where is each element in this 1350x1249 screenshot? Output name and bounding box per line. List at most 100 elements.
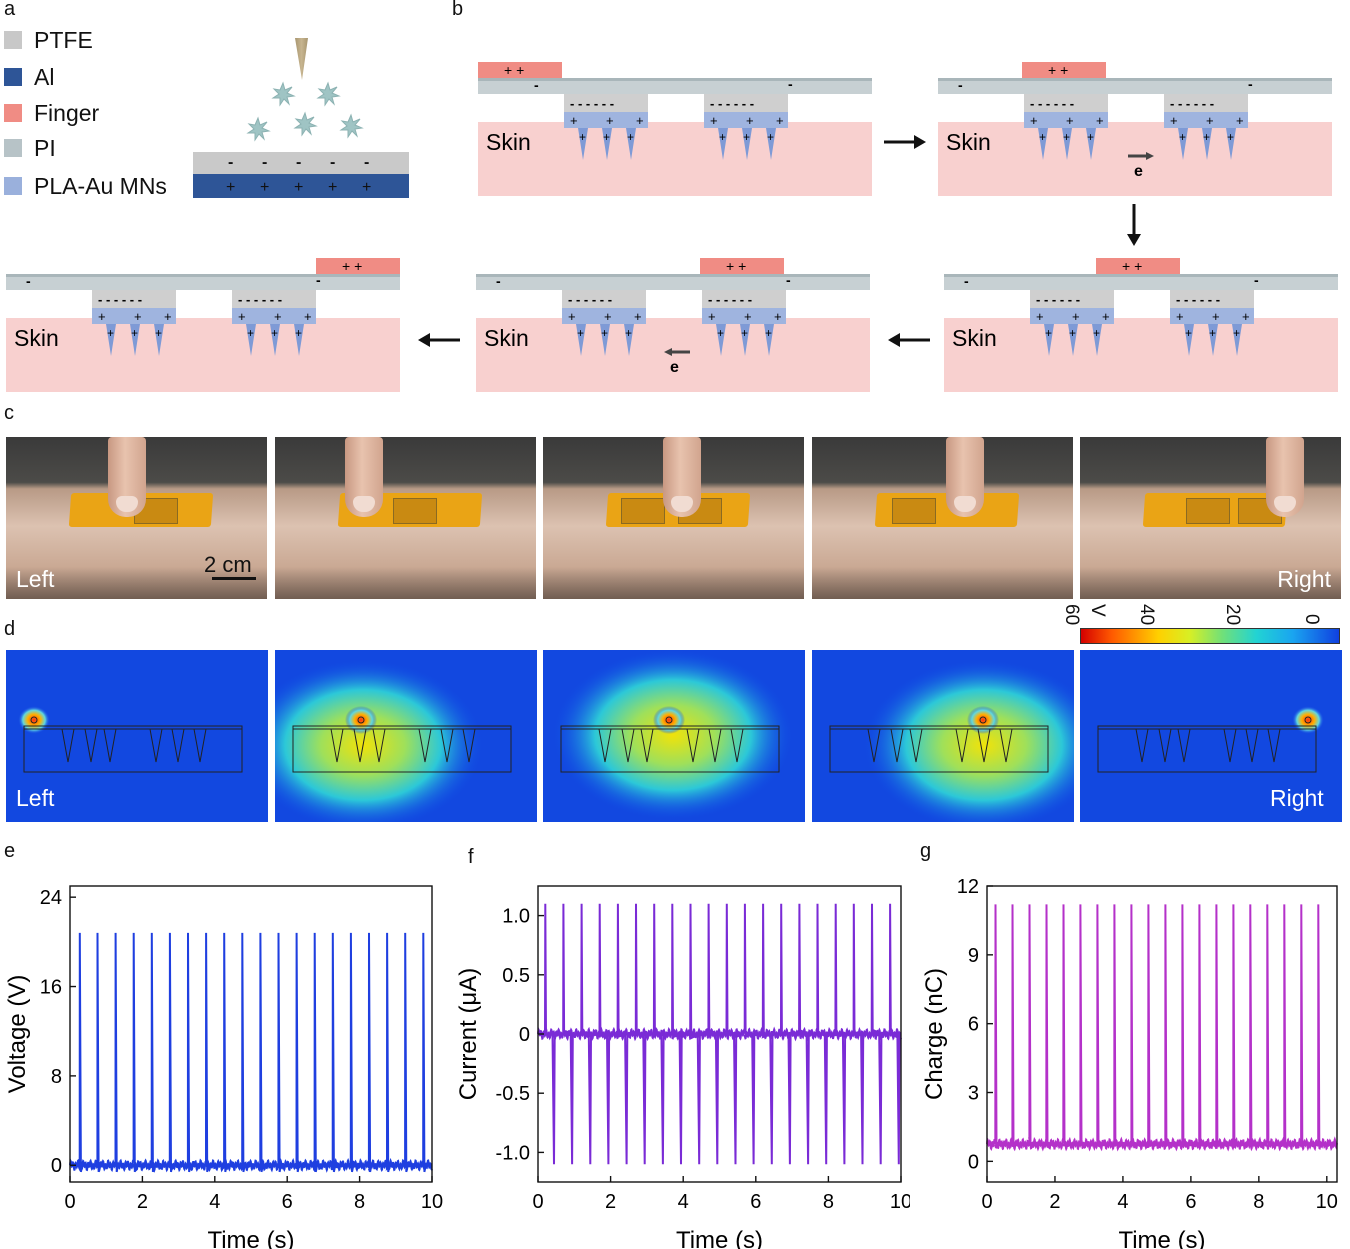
pi-film — [478, 78, 872, 94]
skin-outline — [1097, 725, 1317, 773]
x-tick-label: 8 — [354, 1191, 365, 1213]
mn-charge: + — [1209, 326, 1216, 340]
mn-charge: + — [1203, 130, 1210, 144]
photo-finger-pos4 — [812, 437, 1073, 599]
photo-finger-left: Left 2 cm — [6, 437, 267, 599]
y-tick-label: 9 — [968, 945, 979, 967]
pi-charge: - — [26, 273, 31, 289]
ptfe-charges: - - - - - - — [710, 96, 754, 111]
x-tick-label: 8 — [823, 1191, 834, 1213]
mn-base — [704, 112, 788, 128]
skin-layer — [938, 122, 1332, 196]
mn-charge: + — [155, 326, 162, 340]
particles — [246, 81, 364, 142]
finger-charges: + + — [342, 258, 362, 274]
microneedle — [600, 324, 610, 356]
mn-charge: + — [134, 309, 142, 324]
needle-outline — [193, 728, 207, 763]
finger-charges: + + — [726, 258, 746, 274]
legend-al: Al — [4, 64, 54, 90]
x-tick-label: 0 — [64, 1191, 75, 1213]
needle-outline — [372, 728, 386, 763]
pi-charge: - — [1254, 272, 1259, 288]
ptfe-pad — [1030, 290, 1114, 308]
mn-charge: + — [601, 326, 608, 340]
microneedle — [154, 324, 164, 356]
y-tick-label: 0.5 — [502, 965, 530, 987]
microneedle — [740, 324, 750, 356]
mn-charge: + — [1063, 130, 1070, 144]
colorbar-tick-20: 20 — [1222, 604, 1243, 626]
y-tick-label: 6 — [968, 1014, 979, 1036]
mn-charge: + — [1072, 309, 1080, 324]
needle-outline — [867, 728, 881, 763]
mn-charge: + — [570, 113, 578, 128]
mn-charge: + — [1045, 326, 1052, 340]
legend-swatch — [4, 31, 22, 49]
mn-charge: + — [1179, 130, 1186, 144]
ptfe-pad — [702, 290, 786, 308]
pi-charge: - — [964, 273, 969, 289]
ptfe-pad — [1164, 94, 1248, 112]
finger-potential — [1292, 706, 1324, 734]
svg-text:+: + — [260, 179, 269, 196]
potential-field — [553, 650, 793, 820]
microneedle — [1226, 128, 1236, 160]
pi-charge: - — [1248, 76, 1253, 92]
y-tick-label: 0 — [51, 1155, 62, 1177]
scale-bar-label: 2 cm — [204, 552, 252, 577]
y-tick-label: -0.5 — [496, 1083, 530, 1105]
mn-charge: + — [131, 326, 138, 340]
svg-text:-: - — [296, 154, 301, 171]
mn-charge: + — [1212, 309, 1220, 324]
pi-film — [476, 274, 870, 290]
mn-charge: + — [603, 130, 610, 144]
mn-charge: + — [271, 326, 278, 340]
microneedle — [246, 324, 256, 356]
mn-charge: + — [107, 326, 114, 340]
panel-label-g: g — [920, 840, 932, 862]
skin-label: Skin — [946, 129, 991, 155]
mn-charge: + — [634, 309, 642, 324]
x-tick-label: 10 — [1316, 1191, 1338, 1213]
legend-swatch — [4, 104, 22, 122]
finger-potential — [653, 706, 685, 734]
photo-label-left: Left — [16, 566, 55, 592]
mn-charge: + — [1039, 130, 1046, 144]
arrow-left-icon — [888, 333, 930, 347]
mn-charge: + — [1227, 130, 1234, 144]
electron-flow-left: e — [664, 348, 690, 376]
needle-outline — [1267, 728, 1281, 763]
chart-charge: 0 2 4 6 8 10 0 3 6 9 12 Time (s) Charge (nC) — [921, 876, 1338, 1249]
microneedle — [718, 128, 728, 160]
pi-charge: - — [958, 77, 963, 93]
mn-charge: + — [1170, 113, 1178, 128]
microneedle — [1044, 324, 1054, 356]
mn-charge: + — [1066, 113, 1074, 128]
y-axis-label: Voltage (V) — [4, 975, 31, 1094]
pi-charge: - — [316, 272, 321, 288]
mn-base — [1164, 112, 1248, 128]
pi-film — [938, 78, 1332, 94]
diagram-step-1: + +- -- - - - - -+ + ++ + +- - - - - -+ + ++ + +S… — [478, 62, 872, 196]
needle-outline — [909, 728, 923, 763]
svg-text:+: + — [226, 179, 235, 196]
skin-outline — [292, 725, 512, 773]
mn-charge: + — [606, 113, 614, 128]
legend-pi: PI — [4, 135, 56, 161]
needle-outline — [353, 728, 367, 763]
svg-text:-: - — [364, 154, 369, 171]
needle-outline — [1245, 728, 1259, 763]
microneedle — [576, 324, 586, 356]
needle-outline — [890, 728, 904, 763]
x-axis-label: Time (s) — [1118, 1227, 1205, 1249]
ptfe-pad — [1170, 290, 1254, 308]
skin-label: Skin — [486, 129, 531, 155]
electron-label: e — [670, 359, 679, 376]
al-layer — [193, 174, 409, 198]
svg-text:+: + — [362, 179, 371, 196]
diagram-step-5: + +- -- - - - - -+ + ++ + +- - - - - -+ + ++ + +S… — [6, 258, 400, 392]
mn-charge: + — [604, 309, 612, 324]
mn-charge: + — [744, 309, 752, 324]
